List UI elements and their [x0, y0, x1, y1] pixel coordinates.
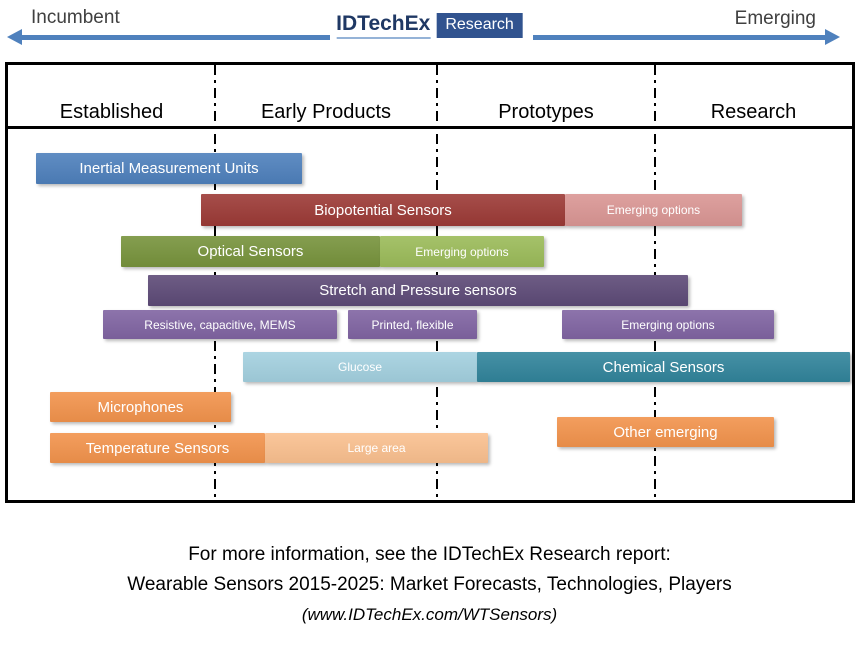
- diagram-bar: Other emerging: [557, 417, 774, 447]
- diagram-bar: Biopotential Sensors: [201, 194, 565, 226]
- column-header: Early Products: [260, 101, 392, 123]
- column-header: Established: [59, 101, 164, 123]
- footer-caption: For more information, see the IDTechEx R…: [0, 540, 859, 630]
- logo-research-badge: Research: [436, 13, 523, 38]
- incumbent-arrow-head-icon: [7, 29, 22, 45]
- footer-line-1: For more information, see the IDTechEx R…: [188, 544, 671, 565]
- diagram-bar: Printed, flexible: [348, 310, 477, 339]
- diagram-bar: Emerging options: [565, 194, 742, 226]
- diagram-bar: Chemical Sensors: [477, 352, 850, 382]
- diagram-bar: Large area: [265, 433, 488, 463]
- emerging-label: Emerging: [734, 8, 816, 29]
- header-underline: [8, 126, 852, 129]
- diagram-bar: Emerging options: [380, 236, 544, 267]
- diagram-bar: Glucose: [243, 352, 477, 382]
- incumbent-label: Incumbent: [31, 7, 120, 28]
- maturity-matrix-inner: Established Early Products Prototypes Resea…: [8, 65, 852, 500]
- maturity-matrix: Established Early Products Prototypes Resea…: [5, 62, 855, 503]
- diagram-bar: Stretch and Pressure sensors: [148, 275, 688, 306]
- diagram-bar: Emerging options: [562, 310, 774, 339]
- logo-brand-text: IDTechEx: [336, 12, 431, 39]
- emerging-arrow-head-icon: [825, 29, 840, 45]
- emerging-arrow-line: [533, 35, 826, 40]
- diagram-bar: Optical Sensors: [121, 236, 380, 267]
- diagram-bar: Resistive, capacitive, MEMS: [103, 310, 337, 339]
- incumbent-arrow-line: [21, 35, 330, 40]
- footer-line-2: Wearable Sensors 2015-2025: Market Forec…: [127, 574, 732, 595]
- diagram-bar: Temperature Sensors: [50, 433, 265, 463]
- diagram-bar: Inertial Measurement Units: [36, 153, 302, 184]
- column-header: Research: [710, 101, 797, 123]
- column-header: Prototypes: [498, 101, 594, 123]
- diagram-bar: Microphones: [50, 392, 231, 422]
- idtechex-logo: IDTechEx Research: [336, 12, 523, 39]
- footer-url: (www.IDTechEx.com/WTSensors): [301, 605, 558, 624]
